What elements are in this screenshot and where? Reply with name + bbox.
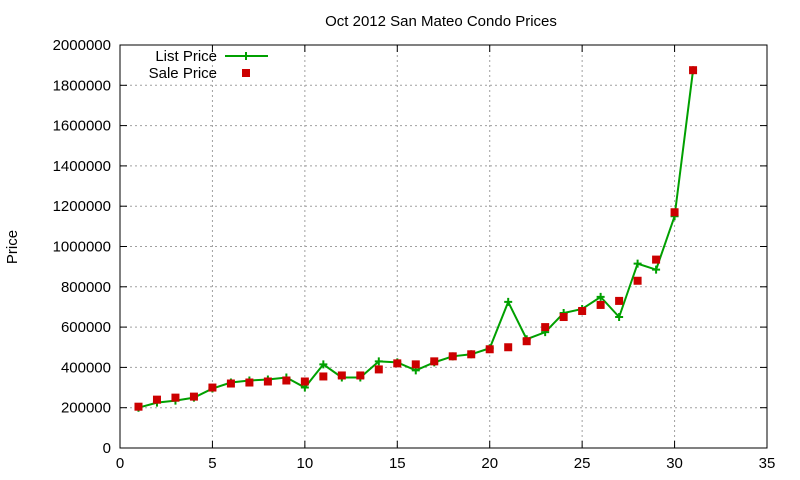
y-axis-label: Price: [4, 230, 21, 264]
y-tick-label: 1200000: [53, 198, 111, 215]
sale-price-point: [670, 208, 679, 217]
y-tick-label: 1600000: [53, 118, 111, 135]
sale-price-point: [263, 377, 272, 386]
list-price-point: [319, 360, 328, 369]
sale-price-point: [467, 350, 476, 359]
sale-price-point: [485, 345, 494, 354]
sale-price-point: [245, 378, 254, 387]
y-tick-label: 600000: [61, 319, 111, 336]
list-price-line: [138, 70, 695, 409]
legend-label: Sale Price: [149, 65, 217, 82]
legend-label: List Price: [155, 48, 217, 65]
sale-price-point: [356, 371, 365, 380]
list-price-point: [633, 259, 642, 268]
sale-price-point: [689, 66, 698, 75]
sale-price-point: [633, 276, 642, 285]
chart-title: Oct 2012 San Mateo Condo Prices: [325, 13, 557, 30]
y-tick-label: 200000: [61, 400, 111, 417]
sale-price-point: [134, 402, 143, 411]
legend-cross-swatch: [242, 52, 250, 60]
y-tick-label: 2000000: [53, 37, 111, 54]
sale-price-point: [652, 255, 661, 264]
x-tick-label: 15: [389, 455, 406, 472]
y-tick-label: 1400000: [53, 158, 111, 175]
sale-price-point: [337, 371, 346, 380]
list-price-point: [374, 357, 383, 366]
x-tick-label: 25: [574, 455, 591, 472]
list-price-point: [596, 292, 605, 301]
sale-price-point: [300, 377, 309, 386]
sale-price-point: [282, 376, 291, 385]
sale-price-point: [559, 313, 568, 322]
sale-price-point: [189, 392, 198, 401]
sale-price-point: [152, 395, 161, 404]
sale-price-point: [208, 383, 217, 392]
list-price-point: [615, 313, 624, 322]
y-tick-label: 800000: [61, 279, 111, 296]
y-tick-label: 0: [103, 440, 111, 457]
list-price-point: [652, 265, 661, 274]
sale-price-point: [430, 357, 439, 366]
sale-price-point: [393, 359, 402, 368]
x-tick-label: 10: [297, 455, 314, 472]
sale-price-point: [504, 343, 513, 352]
y-tick-label: 400000: [61, 359, 111, 376]
sale-price-point: [596, 300, 605, 309]
sale-price-point: [578, 306, 587, 315]
sale-price-point: [226, 379, 235, 388]
sale-price-point: [171, 393, 180, 402]
x-tick-label: 35: [759, 455, 776, 472]
list-price-point: [504, 297, 513, 306]
x-tick-label: 5: [208, 455, 216, 472]
sale-price-point: [448, 352, 457, 361]
y-tick-label: 1000000: [53, 239, 111, 256]
sale-price-point: [319, 372, 328, 381]
sale-price-point: [615, 296, 624, 305]
sale-price-point: [374, 365, 383, 374]
series-group: [134, 66, 698, 412]
x-tick-label: 20: [481, 455, 498, 472]
y-tick-label: 1800000: [53, 77, 111, 94]
axes: 0 5 10 15 20 25 30 35 0 200000 400000 600000 800000 1…: [53, 37, 776, 472]
sale-price-point: [411, 360, 420, 369]
sale-price-point: [522, 337, 531, 346]
legend-square-swatch: [242, 69, 250, 77]
sale-price-point: [541, 323, 550, 332]
x-tick-label: 0: [116, 455, 124, 472]
x-tick-label: 30: [666, 455, 683, 472]
